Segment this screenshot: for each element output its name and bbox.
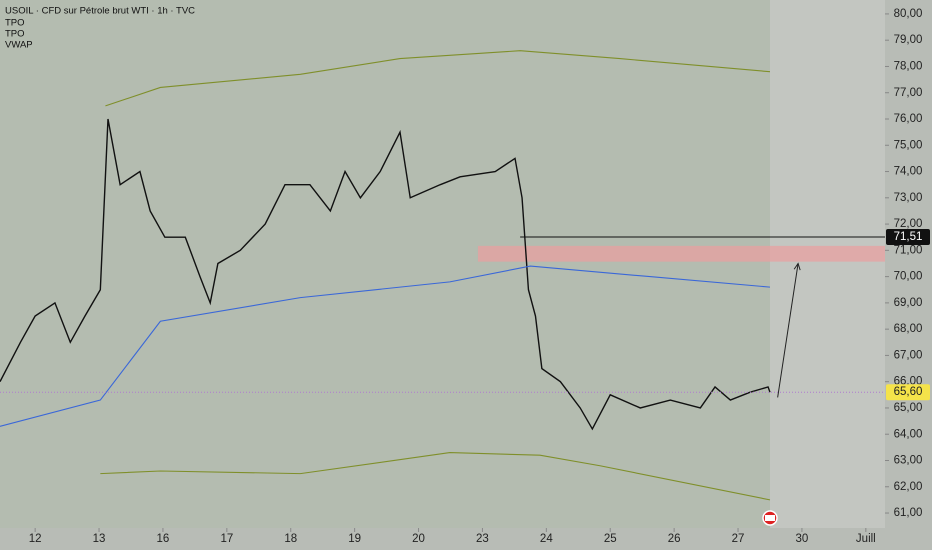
y-tick-label: 72,00 xyxy=(894,218,923,230)
y-tick-label: 74,00 xyxy=(894,166,923,178)
flag-icon xyxy=(762,510,778,526)
future-region xyxy=(769,0,885,528)
level-tag xyxy=(886,228,930,245)
x-tick-label: 30 xyxy=(796,533,809,545)
x-tick-label: 23 xyxy=(476,533,489,545)
chart-title: USOIL · CFD sur Pétrole brut WTI · 1h · … xyxy=(5,6,195,17)
x-tick-label: 13 xyxy=(93,533,106,545)
vwap-line xyxy=(100,452,771,501)
legend-entry: TPO xyxy=(5,18,25,29)
vwap-line xyxy=(105,50,771,107)
y-tick-label: 62,00 xyxy=(894,481,923,493)
last-price-tag xyxy=(886,384,930,401)
y-tick-label: 65,00 xyxy=(894,402,923,414)
x-tick-label: 27 xyxy=(732,533,745,545)
y-tick-label: 68,00 xyxy=(894,323,923,335)
y-tick-label: 71,00 xyxy=(894,244,923,256)
y-tick-label: 80,00 xyxy=(894,8,923,20)
resistance-zone xyxy=(477,245,885,262)
x-tick-label: 20 xyxy=(412,533,425,545)
y-tick-label: 61,00 xyxy=(894,507,923,519)
x-tick-label: 24 xyxy=(540,533,553,545)
y-tick-label: 75,00 xyxy=(894,139,923,151)
time-axis-background xyxy=(0,528,885,550)
price-line xyxy=(0,118,771,431)
x-tick-label: 19 xyxy=(348,533,361,545)
x-tick-label: 12 xyxy=(29,533,42,545)
y-tick-label: 77,00 xyxy=(894,87,923,99)
legend-entry: TPO xyxy=(5,29,25,40)
plot-background xyxy=(0,0,885,528)
x-tick-label: 16 xyxy=(157,533,170,545)
background-layer xyxy=(34,0,889,532)
last-price-label: 65,60 xyxy=(894,386,923,398)
x-tick-label: 17 xyxy=(220,533,233,545)
y-tick-label: 79,00 xyxy=(894,34,923,46)
x-tick-label: 25 xyxy=(604,533,617,545)
level-label: 71,51 xyxy=(894,231,923,243)
vwap-line xyxy=(0,265,771,427)
x-tick-label: 26 xyxy=(668,533,681,545)
legend-entry: VWAP xyxy=(5,40,33,51)
y-tick-label: 76,00 xyxy=(894,113,923,125)
forecast-arrow xyxy=(777,263,799,398)
y-tick-label: 63,00 xyxy=(894,455,923,467)
y-tick-label: 67,00 xyxy=(894,349,923,361)
x-tick-label: Juill xyxy=(856,533,876,545)
y-tick-label: 70,00 xyxy=(894,271,923,283)
y-tick-label: 78,00 xyxy=(894,60,923,72)
arrow-head xyxy=(793,262,801,271)
label-layer: 61,0062,0063,0064,0065,0066,0067,0068,00… xyxy=(29,8,930,545)
y-tick-label: 69,00 xyxy=(894,297,923,309)
y-tick-label: 64,00 xyxy=(894,428,923,440)
y-tick-label: 73,00 xyxy=(894,192,923,204)
series-layer xyxy=(0,50,885,501)
price-axis-background xyxy=(885,0,932,550)
x-tick-label: 18 xyxy=(284,533,297,545)
